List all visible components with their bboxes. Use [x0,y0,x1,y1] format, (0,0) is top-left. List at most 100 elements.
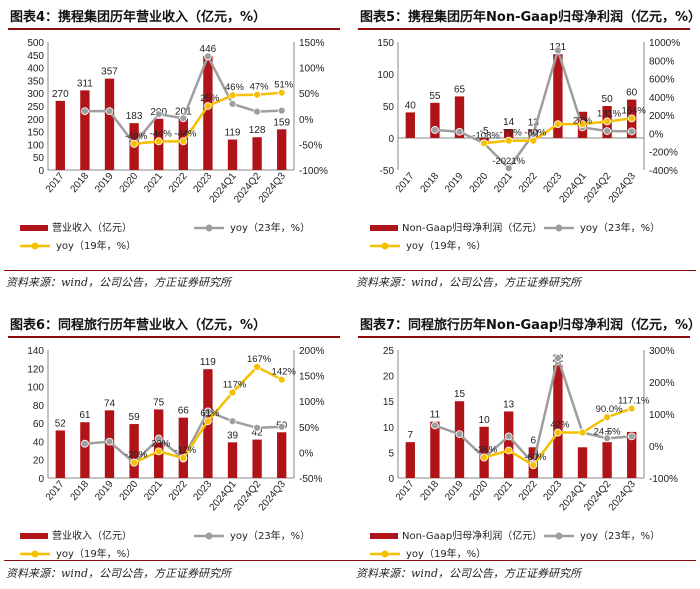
category-tick-label: 2021 [492,479,515,503]
yoy19-point [277,375,286,384]
bar-data-label: 52 [55,418,67,429]
category-tick-label: 2024Q3 [607,479,639,514]
chart-panel-2: 图表5：携程集团历年Non-Gaap归母净利润（亿元，%） -50 0 50 100 1… [354,0,700,270]
category-tick-label: 2021 [492,171,515,195]
left-tick-label: 50 [33,153,45,164]
bar-data-label: 357 [101,67,118,78]
yoy19-point [603,413,612,422]
bar-data-label: 14 [503,117,515,128]
right-tick-label: 100% [299,64,325,75]
category-tick-label: 2018 [418,479,441,503]
yoy-data-label: 164% [622,105,647,116]
bar-data-label: 119 [200,357,216,368]
legend-label-bar: 营业收入（亿元） [52,221,132,234]
yoy23-point [431,126,439,134]
chart-panel-1: 图表4：携程集团历年营业收入（亿元，%） 0 50 100 150 200 250 300 3… [4,0,344,270]
bar [553,54,563,138]
chart-title-4: 图表7：同程旅行历年Non-Gaap归母净利润（亿元，%） [360,318,700,333]
yoy23-point [228,417,237,426]
legend-label-yoy19: yoy（19年，%） [406,239,486,252]
legend-marker-yoy19 [31,550,39,558]
chart-1: 050100150200250300350400450500-100%-50%0… [20,38,328,252]
right-tick-label: 300% [649,346,675,357]
left-tick-label: 0 [388,474,394,485]
bar [178,417,188,478]
right-tick-label: 50% [299,423,319,434]
yoy19-point [253,362,262,371]
legend-label-yoy23: yoy（23年，%） [230,221,310,234]
bar-data-label: 66 [178,406,190,417]
yoy-data-label: -11% [175,445,197,456]
category-tick-label: 2017 [394,171,417,195]
title-divider [8,28,340,30]
right-tick-label: -50% [299,474,322,485]
bar [577,447,588,478]
left-tick-label: 80 [33,401,45,412]
yoy19-point [529,461,538,470]
bar [405,442,415,478]
right-tick-label: 0% [649,442,664,453]
right-tick-label: 0% [299,448,314,459]
right-tick-label: 1000% [649,38,680,49]
legend-label-bar: 营业收入（亿元） [52,529,132,542]
bar-data-label: 6 [531,435,537,446]
yoy19-point [253,90,262,99]
yoy19-point [578,428,587,437]
bar [405,112,415,138]
chart-title-1: 图表4：携程集团历年营业收入（亿元，%） [10,10,267,25]
right-tick-label: 50% [299,89,319,100]
category-tick-label: 2023 [541,171,564,195]
left-tick-label: 150 [377,38,394,49]
yoy23-point [553,354,562,362]
yoy-data-label: -2021% [492,156,525,167]
yoy-data-label: 42% [550,420,570,431]
yoy19-point [553,428,562,437]
right-tick-label: -50% [299,140,322,151]
left-tick-label: 140 [27,346,44,357]
category-tick-label: 2023 [191,171,214,195]
category-tick-label: 2021 [142,479,165,503]
bar [55,430,65,478]
legend-label-yoy23: yoy（23年，%） [580,221,660,234]
bar-data-label: 65 [454,84,466,95]
legend-label-yoy19: yoy（19年，%） [56,547,136,560]
title-divider [358,28,690,30]
left-tick-label: 100 [377,70,394,81]
yoy23-point [553,46,562,55]
yoy19-point [130,458,139,467]
legend-marker-yoy23 [555,224,563,232]
bar [227,139,238,170]
left-tick-label: 25 [383,346,395,357]
yoy19-point [203,102,212,110]
yoy-data-label: 24.5% [594,426,621,437]
bar-data-label: 119 [225,128,241,139]
left-tick-label: 50 [383,102,395,113]
category-tick-label: 2017 [394,479,417,503]
yoy-data-label: -36% [475,445,498,456]
bar [277,432,287,478]
yoy19-point [179,454,188,462]
chart-title-2: 图表5：携程集团历年Non-Gaap归母净利润（亿元，%） [360,10,700,25]
yoy-data-label: -108% [472,130,500,141]
yoy19-point [529,136,538,145]
bar-data-label: 270 [52,89,69,100]
chart-panel-3: 图表6：同程旅行历年营业收入（亿元，%） 0 20 40 60 80 100 120 140 -… [4,308,344,578]
bar [55,100,65,170]
yoy19-point [179,137,188,146]
source-note-3: 资料来源：wind，公司公告，方正证券研究所 [6,567,232,580]
legend-marker-yoy23 [555,532,563,540]
yoy-data-label: 47% [250,82,270,93]
chart-3: 0 20 40 60 80 100 120 140 -50% 0% 50% 100% 150% 200% 5… [20,346,325,560]
left-tick-label: 10 [383,423,395,434]
yoy19-point [228,91,237,100]
yoy-data-label: -80% [524,128,547,139]
yoy-data-label: 167% [247,354,272,365]
yoy23-point [154,110,163,119]
source-note-1: 资料来源：wind，公司公告，方正证券研究所 [6,276,232,289]
yoy23-point [81,439,89,448]
category-tick-label: 2024Q3 [607,171,639,206]
right-tick-label: 100% [299,397,325,408]
category-tick-label: 2020 [118,171,141,195]
right-tick-label: 800% [649,56,675,67]
chart-2: -50 0 50 100 150 -400% -200% 0% 200% 400% 600% 800%… [370,38,680,252]
